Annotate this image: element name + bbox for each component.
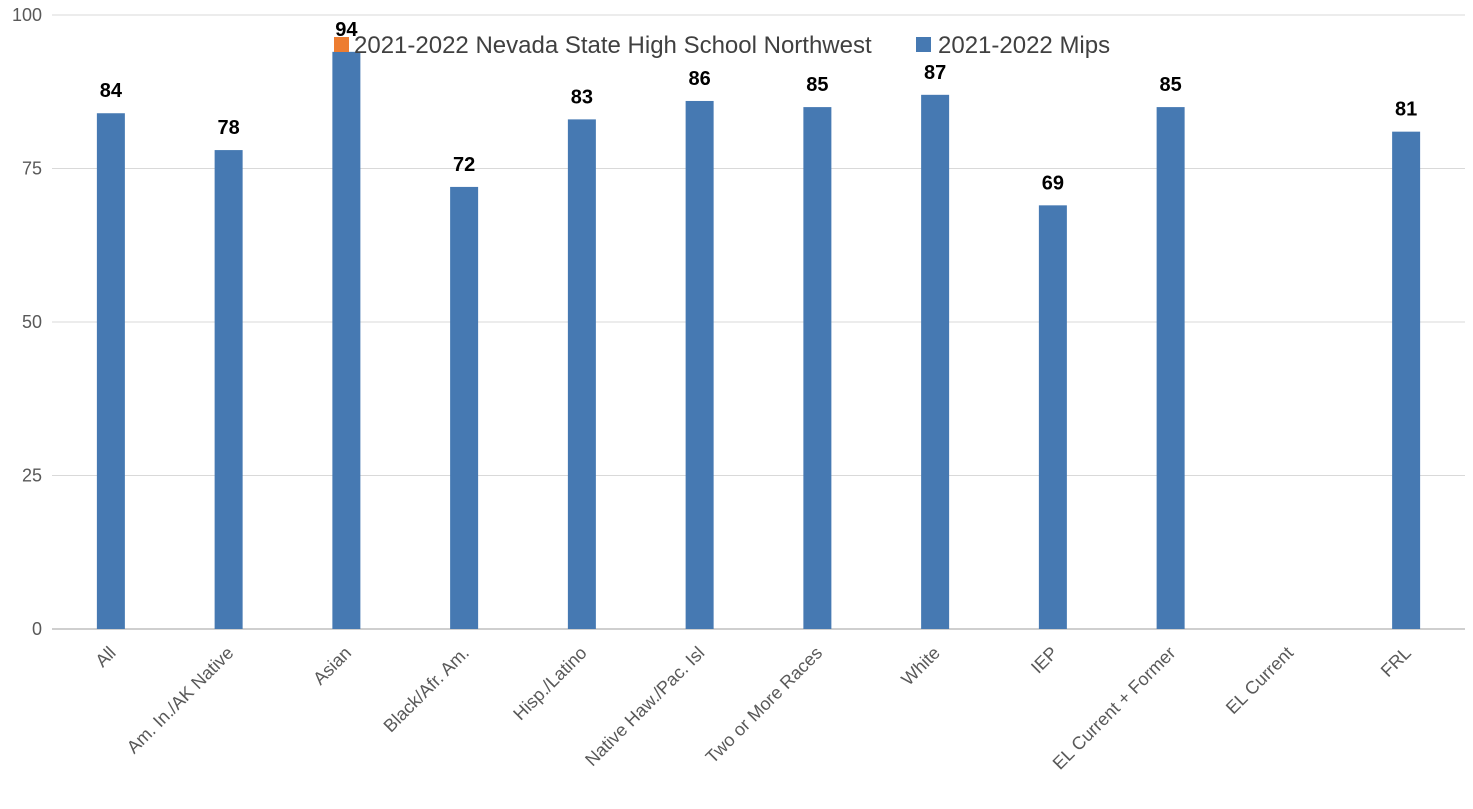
x-category-label: Am. In./AK Native [123, 643, 238, 758]
legend-swatch [916, 37, 931, 52]
x-category-label: Native Haw./Pac. Isl [581, 643, 708, 770]
x-category-label: Asian [309, 643, 355, 689]
x-category-label: Two or More Races [702, 643, 826, 767]
y-axis-ticks: 0 25 50 75 100 [12, 5, 42, 639]
bar [567, 119, 596, 629]
x-category-label: All [91, 643, 119, 671]
bar [450, 186, 479, 630]
bar [921, 94, 950, 629]
legend-label: 2021-2022 Mips [938, 32, 1110, 59]
data-label: 81 [1395, 99, 1417, 121]
x-category-label: FRL [1377, 643, 1415, 681]
data-label: 69 [1042, 172, 1064, 194]
bar [214, 150, 243, 629]
bar [96, 113, 125, 630]
data-label: 87 [924, 62, 946, 84]
x-category-label: White [897, 643, 944, 690]
data-label: 85 [1160, 74, 1182, 96]
data-label: 84 [100, 80, 123, 102]
data-label: 94 [335, 19, 358, 41]
x-category-label: Black/Afr. Am. [380, 643, 473, 736]
x-category-label: EL Current [1222, 643, 1297, 718]
bar [685, 100, 714, 629]
data-label: 85 [806, 74, 828, 96]
legend-swatch [334, 37, 349, 52]
x-category-label: IEP [1027, 643, 1062, 678]
bar [1156, 107, 1185, 630]
legend: 2021-2022 Nevada State High School North… [334, 32, 1110, 59]
y-tick-label: 100 [12, 5, 42, 25]
bar [803, 107, 832, 630]
data-label: 83 [571, 86, 593, 108]
y-tick-label: 0 [32, 619, 42, 639]
x-category-label: Hisp./Latino [509, 643, 590, 724]
data-labels: 84 78 94 72 83 86 85 87 69 85 81 [100, 19, 1418, 194]
bars [96, 51, 1421, 630]
bar [1038, 205, 1067, 629]
legend-label: 2021-2022 Nevada State High School North… [354, 32, 872, 59]
data-label: 86 [689, 68, 711, 90]
y-tick-label: 75 [22, 159, 42, 179]
x-axis-categories: All Am. In./AK Native Asian Black/Afr. Am. H… [91, 643, 1415, 774]
bar [1392, 131, 1421, 629]
y-tick-label: 25 [22, 466, 42, 486]
x-category-label: EL Current + Former [1049, 643, 1180, 774]
y-tick-label: 50 [22, 312, 42, 332]
data-label: 72 [453, 154, 475, 176]
bar [332, 51, 361, 629]
data-label: 78 [218, 117, 240, 139]
gridlines [52, 14, 1465, 630]
